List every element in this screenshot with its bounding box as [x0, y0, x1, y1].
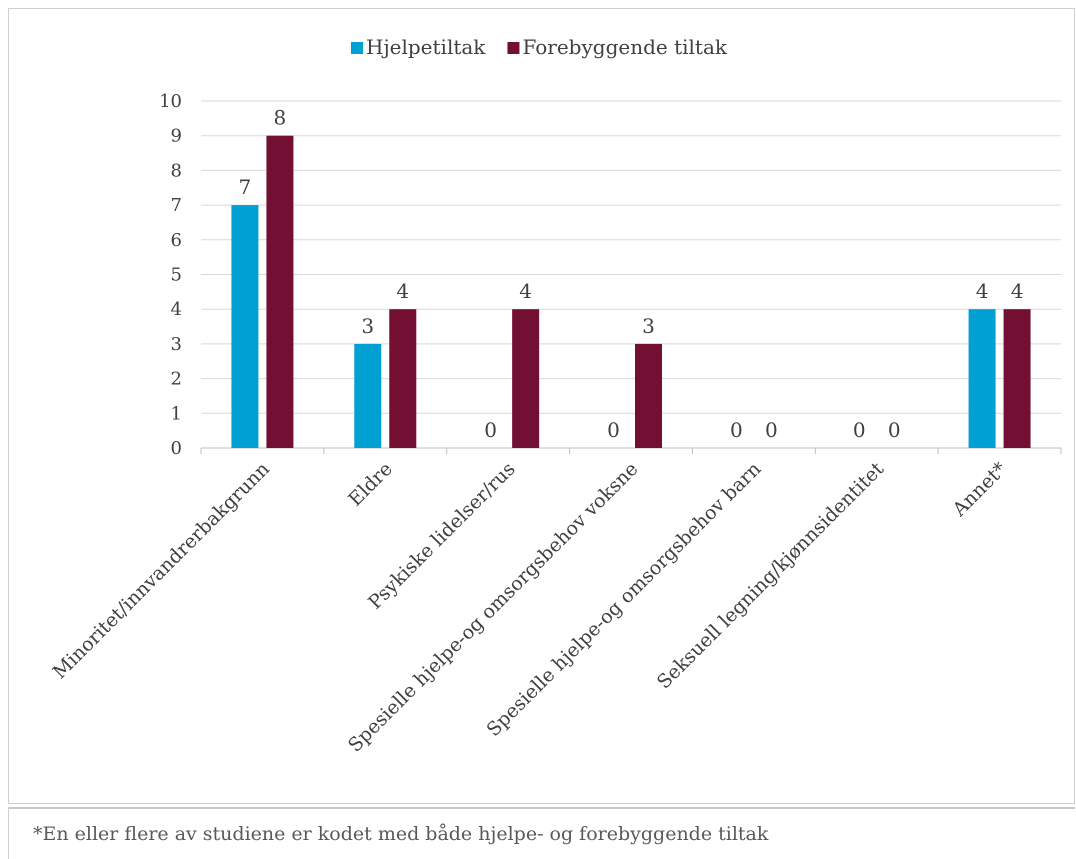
footnote: *En eller flere av studiene er kodet med… — [33, 823, 769, 845]
data-label: 0 — [853, 418, 866, 442]
data-label: 7 — [239, 175, 252, 199]
y-tick-label: 9 — [171, 126, 182, 147]
x-category-label: Minoritet/innvandrerbakgrunn — [49, 458, 274, 683]
y-tick-label: 1 — [171, 403, 182, 424]
legend-swatch — [351, 42, 363, 54]
data-label: 3 — [361, 314, 374, 338]
x-category-label: Spesielle hjelpe-og omsorgsbehov barn — [482, 458, 765, 741]
y-tick-label: 0 — [171, 438, 182, 459]
bar-hjelpetiltak — [231, 205, 259, 448]
y-tick-label: 7 — [171, 195, 182, 216]
bar-hjelpetiltak — [354, 343, 382, 448]
legend-swatch — [507, 42, 520, 54]
chart-frame: 0 1 2 3 4 5 6 7 8 9 10 7 8 Minoritet/innvandrerbakgru… — [8, 8, 1075, 804]
x-category-label: Spesielle hjelpe-og omsorgsbehov voksne — [344, 458, 643, 757]
data-label: 8 — [274, 106, 287, 130]
y-tick-label: 4 — [171, 299, 182, 320]
bar-forebyggende — [635, 343, 662, 448]
bar-forebyggende — [266, 135, 294, 448]
y-tick-label: 8 — [171, 160, 182, 181]
bar-forebyggende — [1003, 309, 1031, 448]
data-label: 0 — [730, 418, 743, 442]
x-category-label: Eldre — [344, 458, 397, 511]
y-tick-label: 5 — [171, 265, 182, 286]
y-tick-label: 6 — [171, 230, 182, 251]
data-label: 3 — [642, 314, 655, 338]
data-label: 0 — [607, 418, 620, 442]
x-category-label: Annet* — [948, 458, 1012, 522]
data-label: 4 — [1011, 279, 1024, 303]
data-label: 0 — [888, 418, 901, 442]
x-category-label: Seksuell legning/kjønnsidentitet — [653, 458, 889, 694]
data-label: 0 — [765, 418, 778, 442]
bar-forebyggende — [389, 309, 417, 448]
y-tick-label: 2 — [171, 369, 182, 390]
legend-label: Forebyggende tiltak — [522, 35, 727, 59]
legend-label: Hjelpetiltak — [366, 35, 486, 59]
y-tick-label: 3 — [171, 334, 182, 355]
data-label: 4 — [519, 279, 532, 303]
footnote-box: *En eller flere av studiene er kodet med… — [8, 807, 1075, 859]
bar-hjelpetiltak — [968, 309, 996, 448]
data-label: 0 — [484, 418, 497, 442]
y-tick-label: 10 — [159, 91, 182, 112]
bar-forebyggende — [512, 309, 540, 448]
data-label: 4 — [976, 279, 989, 303]
bar-chart: 01234567891078Minoritet/innvandrerbakgru… — [49, 35, 1062, 757]
data-label: 4 — [396, 279, 409, 303]
